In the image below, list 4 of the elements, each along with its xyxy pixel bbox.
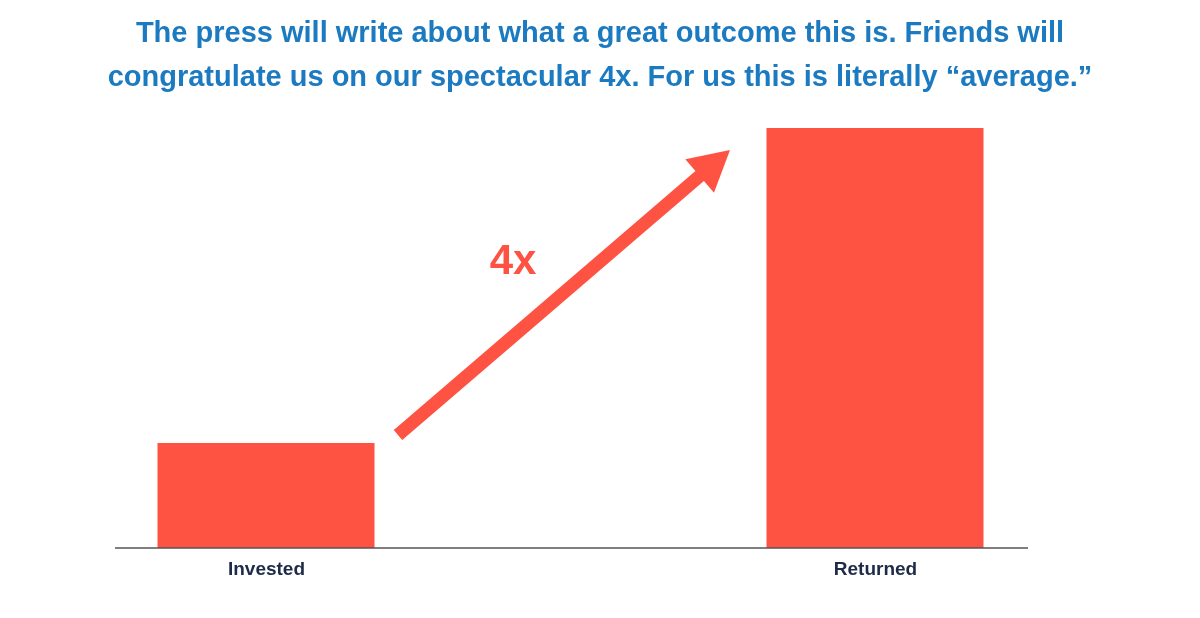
x-tick-label: Invested xyxy=(227,557,306,579)
annotation: 4x xyxy=(489,236,537,283)
chart-title: The press will write about what a great outcome this is. Friends will congratulate us on our spectacular 4x. For us this is literally “average.” xyxy=(106,15,1094,94)
x-tick-label: Returned xyxy=(833,557,918,579)
